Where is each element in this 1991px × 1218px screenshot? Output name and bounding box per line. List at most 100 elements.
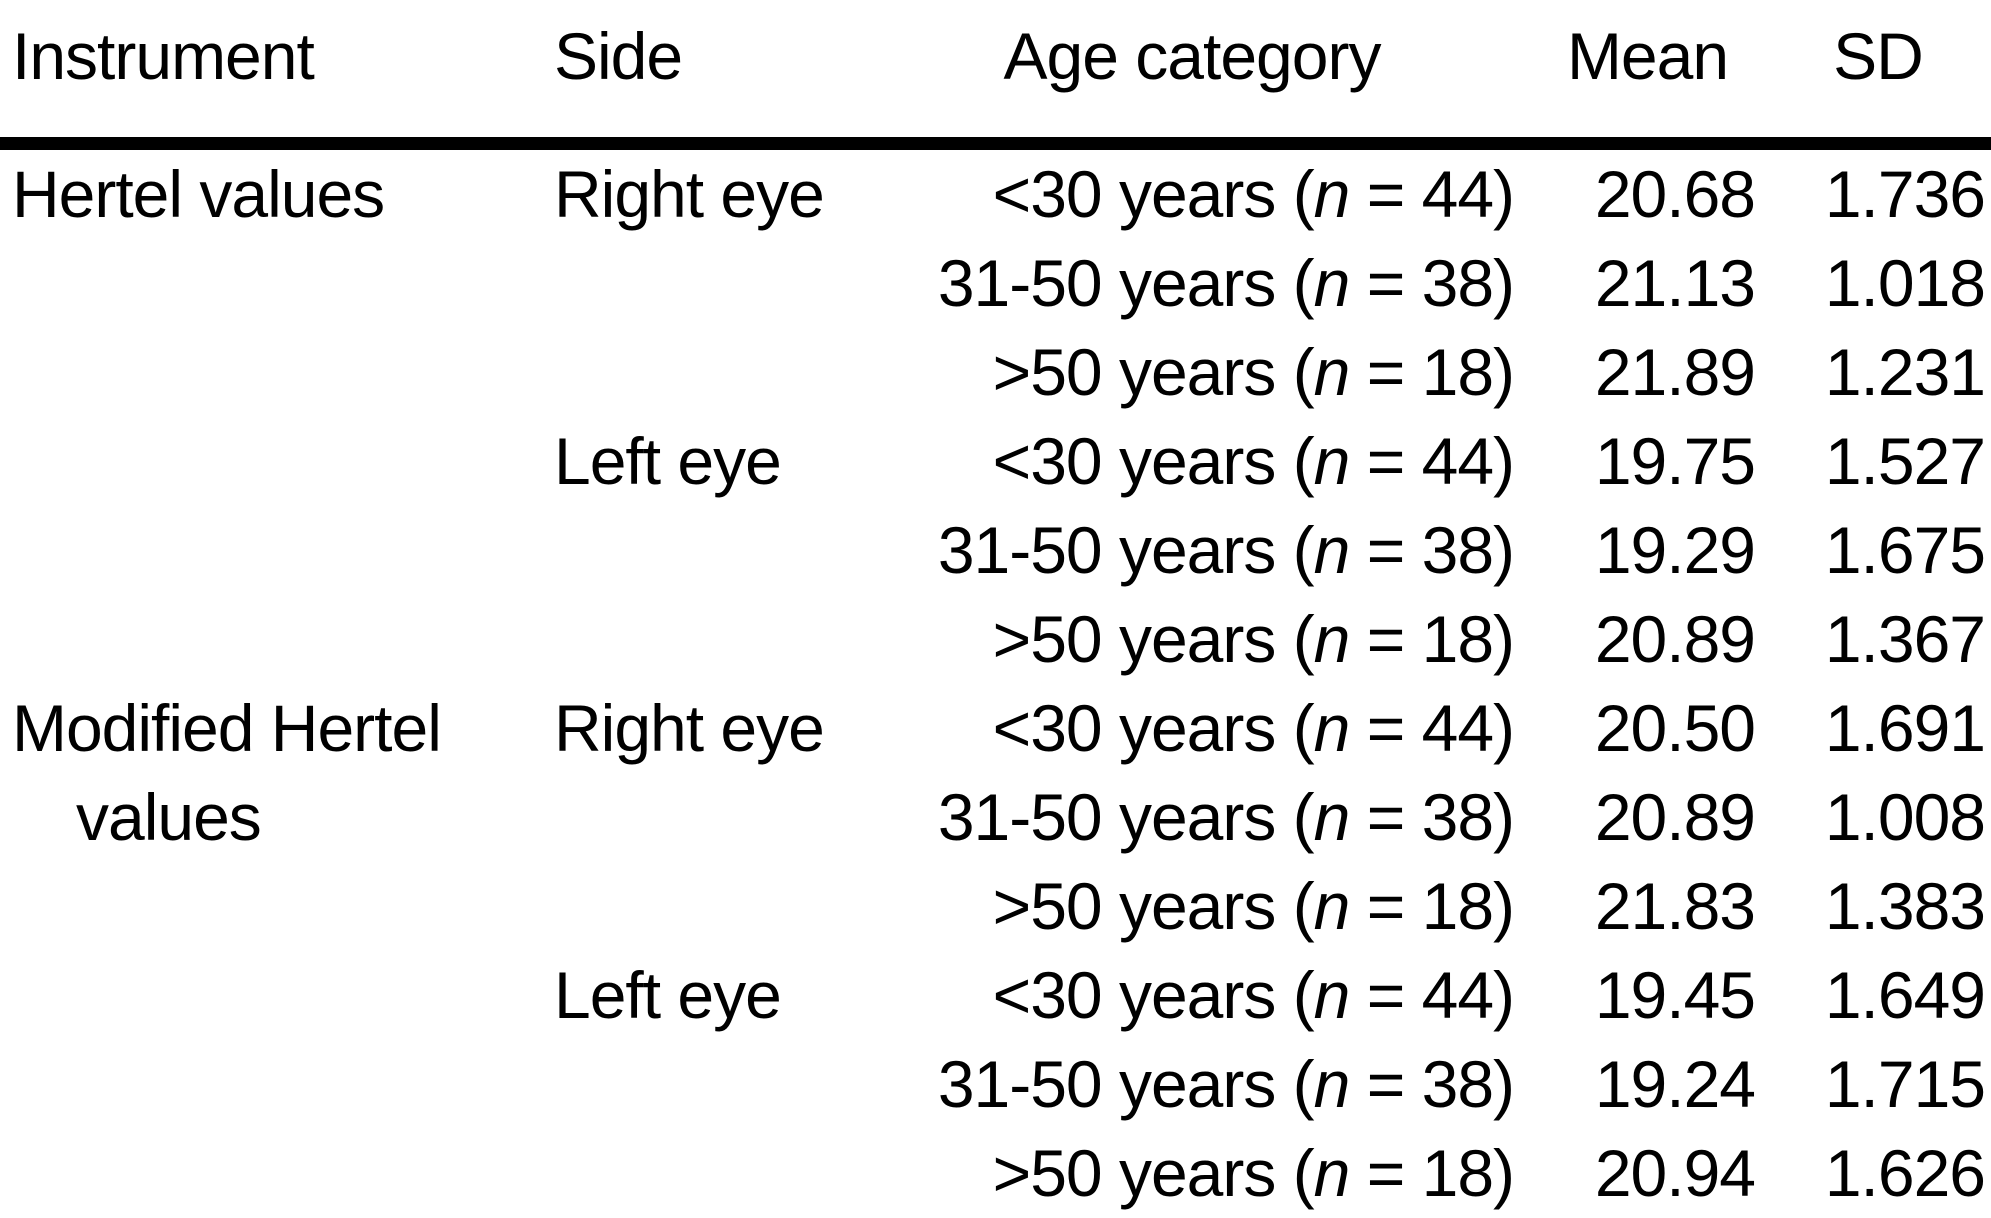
table-row: >50 years (n = 18) 20.94 1.626 (0, 1129, 1991, 1218)
n-count: = 38) (1349, 1047, 1515, 1121)
age-cell: >50 years (n = 18) (870, 595, 1530, 684)
age-range: <30 years ( (992, 424, 1315, 498)
n-count: = 44) (1349, 157, 1515, 231)
n-count: = 18) (1349, 602, 1515, 676)
header-row: Instrument Side Age category Mean SD (0, 0, 1991, 150)
sd-cell: 1.008 (1824, 780, 1986, 854)
side-cell: Right eye (554, 691, 825, 765)
sd-cell: 1.527 (1824, 424, 1986, 498)
sd-cell: 1.691 (1824, 691, 1986, 765)
sd-cell: 1.018 (1824, 246, 1986, 320)
age-range: 31-50 years ( (937, 780, 1315, 854)
n-count: = 18) (1349, 1136, 1515, 1210)
instrument-label: Hertel values (12, 157, 385, 231)
mean-cell: 21.13 (1594, 246, 1756, 320)
age-range: >50 years ( (992, 1136, 1315, 1210)
age-range: >50 years ( (992, 602, 1315, 676)
column-header-instrument: Instrument (0, 0, 540, 150)
table-row: 31-50 years (n = 38) 19.24 1.715 (0, 1040, 1991, 1129)
side-cell: Right eye (554, 157, 825, 231)
mean-cell: 20.89 (1594, 602, 1756, 676)
sd-cell: 1.383 (1824, 869, 1986, 943)
n-count: = 44) (1349, 424, 1515, 498)
n-count: = 38) (1349, 246, 1515, 320)
table-row: >50 years (n = 18) 21.83 1.383 (0, 862, 1991, 951)
n-variable: n (1313, 335, 1351, 409)
table-row: Left eye <30 years (n = 44) 19.75 1.527 (0, 417, 1991, 506)
n-variable: n (1313, 602, 1351, 676)
n-variable: n (1313, 1047, 1351, 1121)
age-cell: <30 years (n = 44) (870, 684, 1530, 773)
mean-cell: 20.89 (1594, 780, 1756, 854)
age-cell: 31-50 years (n = 38) (870, 239, 1530, 328)
mean-cell: 20.68 (1594, 157, 1756, 231)
sd-cell: 1.715 (1824, 1047, 1986, 1121)
age-cell: 31-50 years (n = 38) (870, 773, 1530, 862)
age-cell: >50 years (n = 18) (870, 1129, 1530, 1218)
age-range: <30 years ( (992, 958, 1315, 1032)
age-range: <30 years ( (992, 691, 1315, 765)
age-cell: 31-50 years (n = 38) (870, 506, 1530, 595)
column-header-age-category: Age category (870, 0, 1530, 150)
table-row: Left eye <30 years (n = 44) 19.45 1.649 (0, 951, 1991, 1040)
n-variable: n (1313, 157, 1351, 231)
column-header-mean: Mean (1530, 0, 1765, 150)
mean-cell: 19.45 (1594, 958, 1756, 1032)
age-cell: <30 years (n = 44) (870, 417, 1530, 506)
table-row: 31-50 years (n = 38) 20.89 1.008 (0, 773, 1991, 862)
column-header-side: Side (540, 0, 870, 150)
age-range: 31-50 years ( (937, 1047, 1315, 1121)
age-range: <30 years ( (992, 157, 1315, 231)
table-row: Hertel values Right eye <30 years (n = 4… (0, 144, 1991, 240)
age-cell: <30 years (n = 44) (870, 144, 1530, 240)
age-range: 31-50 years ( (937, 513, 1315, 587)
table-row: >50 years (n = 18) 21.89 1.231 (0, 328, 1991, 417)
mean-cell: 21.89 (1594, 335, 1756, 409)
sd-cell: 1.675 (1824, 513, 1986, 587)
mean-cell: 19.75 (1594, 424, 1756, 498)
sd-cell: 1.736 (1824, 157, 1986, 231)
sd-cell: 1.231 (1824, 335, 1986, 409)
age-cell: <30 years (n = 44) (870, 951, 1530, 1040)
table-row: 31-50 years (n = 38) 19.29 1.675 (0, 506, 1991, 595)
side-cell: Left eye (554, 958, 782, 1032)
age-cell: 31-50 years (n = 38) (870, 1040, 1530, 1129)
instrument-cell: Modified Hertel values (0, 684, 540, 1218)
table-row: >50 years (n = 18) 20.89 1.367 (0, 595, 1991, 684)
n-variable: n (1313, 691, 1351, 765)
n-variable: n (1313, 424, 1351, 498)
n-count: = 44) (1349, 691, 1515, 765)
table-row: 31-50 years (n = 38) 21.13 1.018 (0, 239, 1991, 328)
age-range: 31-50 years ( (937, 246, 1315, 320)
side-cell: Left eye (554, 424, 782, 498)
sd-cell: 1.649 (1824, 958, 1986, 1032)
instrument-label: Modified Hertel values (12, 691, 442, 854)
mean-cell: 21.83 (1594, 869, 1756, 943)
n-variable: n (1313, 780, 1351, 854)
n-variable: n (1313, 869, 1351, 943)
mean-cell: 19.29 (1594, 513, 1756, 587)
n-count: = 18) (1349, 335, 1515, 409)
n-count: = 44) (1349, 958, 1515, 1032)
n-variable: n (1313, 513, 1351, 587)
mean-cell: 19.24 (1594, 1047, 1756, 1121)
n-variable: n (1313, 1136, 1351, 1210)
n-count: = 38) (1349, 780, 1515, 854)
table-row: Modified Hertel values Right eye <30 yea… (0, 684, 1991, 854)
sd-cell: 1.626 (1824, 1136, 1986, 1210)
n-variable: n (1313, 246, 1351, 320)
sd-cell: 1.367 (1824, 602, 1986, 676)
age-range: >50 years ( (992, 335, 1315, 409)
n-count: = 38) (1349, 513, 1515, 587)
age-cell: >50 years (n = 18) (870, 862, 1530, 951)
n-variable: n (1313, 958, 1351, 1032)
mean-cell: 20.94 (1594, 1136, 1756, 1210)
column-header-sd: SD (1765, 0, 1991, 150)
age-cell: >50 years (n = 18) (870, 328, 1530, 417)
age-range: >50 years ( (992, 869, 1315, 943)
mean-cell: 20.50 (1594, 691, 1756, 765)
n-count: = 18) (1349, 869, 1515, 943)
instrument-cell: Hertel values (0, 144, 540, 685)
